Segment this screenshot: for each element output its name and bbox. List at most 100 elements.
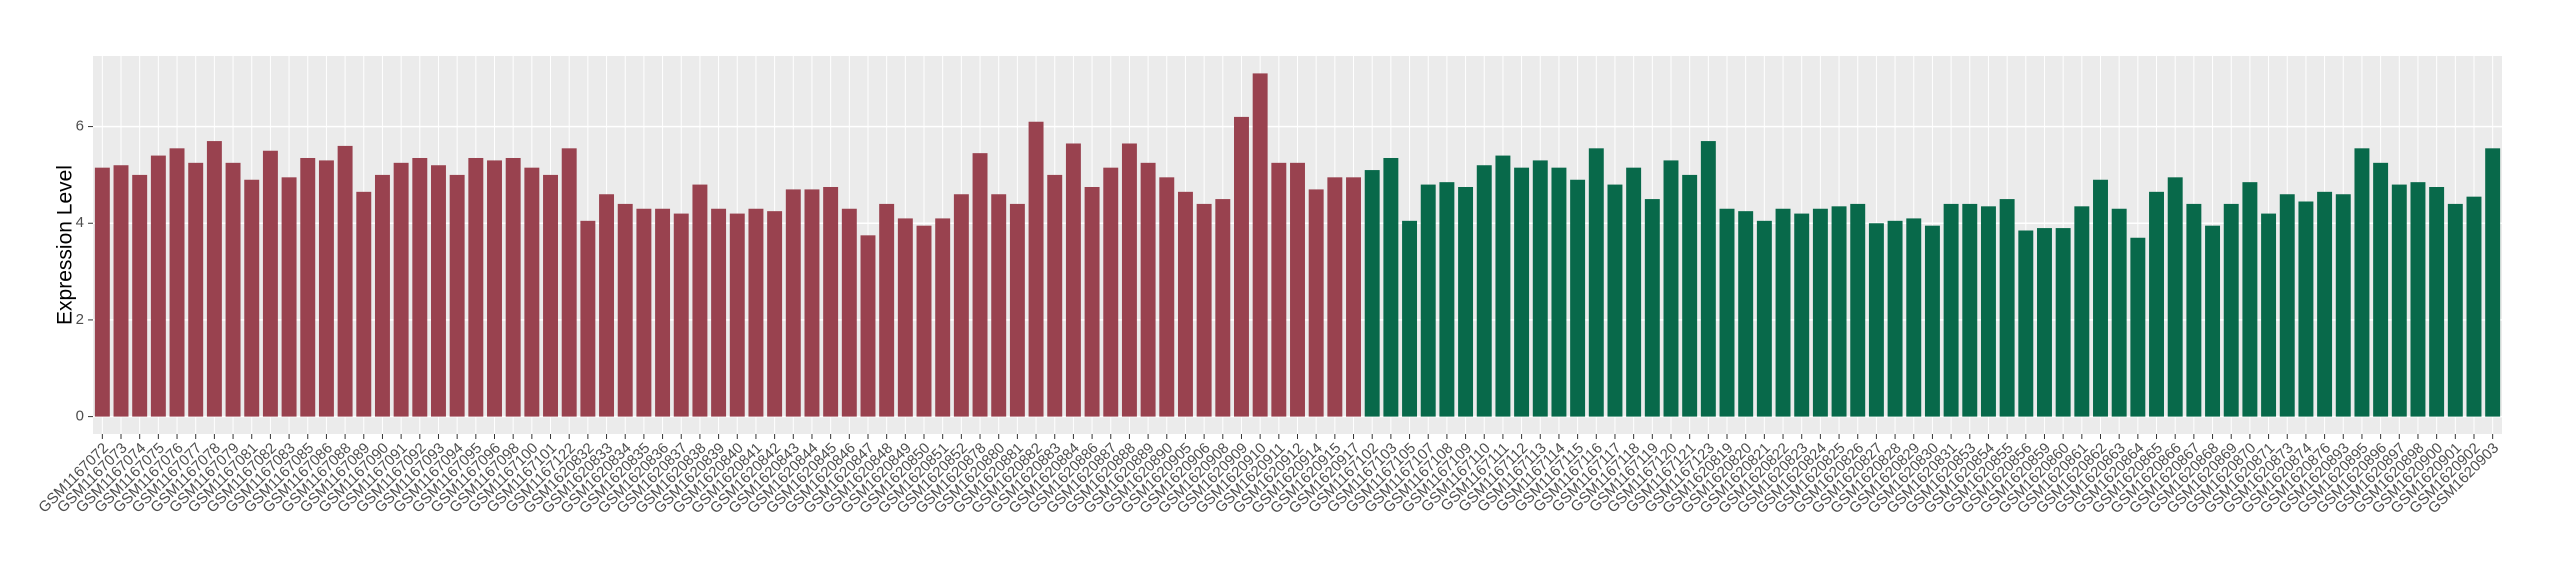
y-tick-label: 6 — [76, 118, 84, 135]
bar — [935, 218, 951, 417]
bar — [711, 208, 727, 417]
bar — [953, 194, 969, 417]
bar — [188, 162, 204, 417]
bar — [1962, 203, 1978, 417]
bar — [1812, 208, 1828, 417]
bar — [1980, 206, 1996, 417]
bar — [636, 208, 652, 417]
bar — [1327, 177, 1343, 417]
bar — [449, 174, 465, 417]
bar — [487, 160, 502, 417]
bar — [2447, 203, 2463, 417]
bar — [1065, 143, 1081, 417]
bar — [1887, 220, 1903, 417]
bar — [1402, 220, 1418, 417]
bar — [1551, 167, 1567, 417]
bar — [1588, 148, 1604, 417]
bar — [1644, 199, 1660, 417]
bar — [2186, 203, 2202, 417]
bar — [1775, 208, 1791, 417]
bar — [1271, 162, 1287, 417]
bar — [991, 194, 1007, 417]
bar — [1084, 186, 1100, 417]
bar — [1346, 177, 1361, 417]
bar — [374, 174, 390, 417]
bar — [1831, 206, 1847, 417]
bar — [505, 157, 521, 417]
bar — [729, 213, 745, 417]
bar — [599, 194, 615, 417]
bar — [1850, 203, 1866, 417]
bar — [468, 157, 484, 417]
bar — [1924, 225, 1940, 417]
bar — [879, 203, 895, 417]
bar — [785, 189, 801, 417]
bar — [2335, 194, 2351, 417]
bar — [1047, 174, 1063, 417]
bar — [1607, 184, 1623, 417]
bar — [2242, 182, 2258, 417]
bar — [337, 145, 353, 417]
bar — [617, 203, 633, 417]
bar — [300, 157, 316, 417]
bar — [1626, 167, 1642, 417]
bar — [1495, 155, 1511, 417]
y-tick-label: 2 — [76, 311, 84, 328]
bar — [524, 167, 540, 417]
bar — [1439, 182, 1455, 417]
bar — [1215, 199, 1231, 417]
bar — [262, 150, 278, 417]
bar — [2429, 186, 2445, 417]
bar — [1682, 174, 1698, 417]
bar — [2093, 179, 2108, 417]
bar — [318, 160, 334, 417]
bar — [2373, 162, 2389, 417]
bar — [1570, 179, 1586, 417]
bar — [2317, 191, 2333, 417]
bar — [2223, 203, 2239, 417]
bar — [2130, 237, 2146, 417]
bar — [412, 157, 428, 417]
bar — [673, 213, 689, 417]
bar — [1700, 141, 1716, 417]
bar — [1009, 203, 1025, 417]
bar — [2279, 194, 2295, 417]
bar — [1794, 213, 1810, 417]
bar — [1308, 189, 1324, 417]
bar — [2410, 182, 2426, 417]
bar — [1196, 203, 1212, 417]
y-tick-label: 4 — [76, 214, 84, 231]
bar — [169, 148, 185, 417]
bar — [1252, 73, 1268, 417]
bar — [1943, 203, 1959, 417]
bar — [748, 208, 764, 417]
bar — [1756, 220, 1772, 417]
bar — [2485, 148, 2501, 417]
bar — [244, 179, 260, 417]
bar — [1719, 208, 1735, 417]
bar — [543, 174, 558, 417]
bar — [225, 162, 241, 417]
bar — [1234, 116, 1249, 417]
bar — [972, 153, 988, 417]
bar — [393, 162, 409, 417]
y-tick-label: 0 — [76, 408, 84, 425]
bar — [431, 165, 446, 417]
bar — [206, 141, 222, 417]
y-axis-label: Expression Level — [54, 165, 77, 325]
bar — [1514, 167, 1530, 417]
bar — [1103, 167, 1119, 417]
bar — [2055, 228, 2071, 417]
bar — [1458, 186, 1474, 417]
bar — [1028, 121, 1044, 417]
bar — [897, 218, 913, 417]
bar — [1159, 177, 1175, 417]
bar — [841, 208, 857, 417]
bar — [916, 225, 932, 417]
bar — [1532, 160, 1548, 417]
bar — [1364, 170, 1380, 417]
bar — [2149, 191, 2164, 417]
bar — [94, 167, 110, 417]
bar — [1999, 199, 2015, 417]
bar — [2018, 230, 2034, 417]
